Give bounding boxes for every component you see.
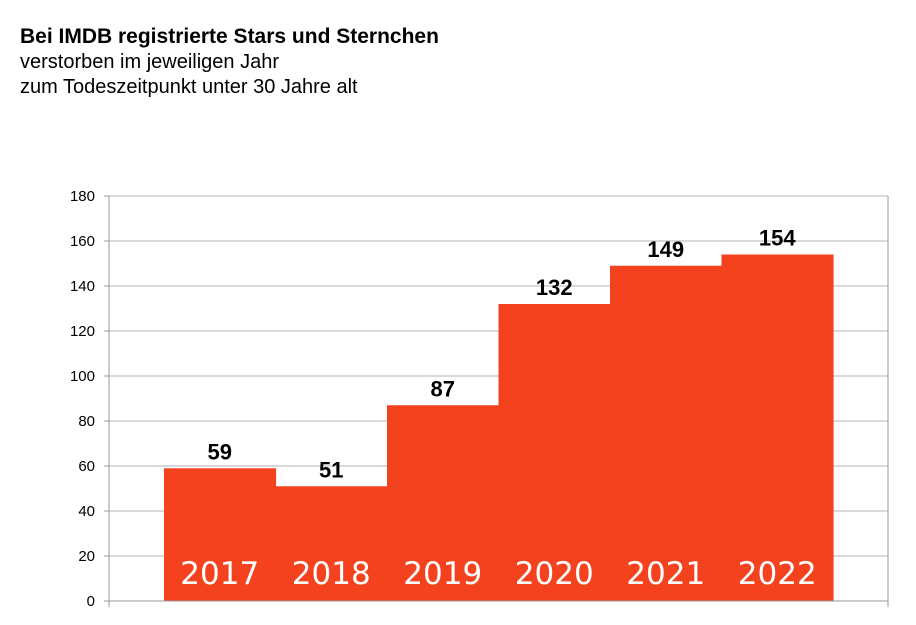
bar-2017	[164, 468, 277, 601]
chart-subtitle-line-2: zum Todeszeitpunkt unter 30 Jahre alt	[20, 76, 358, 98]
data-label-2022: 154	[759, 226, 796, 251]
chart-header: Bei IMDB registrierte Stars und Sternche…	[20, 24, 439, 100]
data-label-2020: 132	[536, 275, 573, 300]
bar-2019	[387, 405, 500, 601]
category-label-2017: 2017	[180, 556, 259, 592]
data-label-2018: 51	[319, 457, 343, 482]
y-tick-label-60: 60	[78, 458, 95, 475]
category-label-2019: 2019	[403, 556, 482, 592]
category-label-2018: 2018	[292, 556, 371, 592]
y-tick-label-140: 140	[70, 278, 95, 295]
y-tick-label-120: 120	[70, 323, 95, 340]
category-label-2020: 2020	[515, 556, 594, 592]
category-label-2022: 2022	[738, 556, 817, 592]
y-tick-label-160: 160	[70, 233, 95, 250]
y-tick-label-0: 0	[87, 593, 95, 610]
bar-2022	[721, 254, 834, 601]
chart-title: Bei IMDB registrierte Stars und Sternche…	[20, 25, 439, 48]
y-tick-label-180: 180	[70, 188, 95, 205]
data-label-2019: 87	[431, 376, 455, 401]
y-tick-label-40: 40	[78, 503, 95, 520]
data-label-2017: 59	[208, 439, 232, 464]
bar-2021	[610, 265, 723, 601]
data-label-2021: 149	[647, 237, 684, 262]
category-label-2021: 2021	[626, 556, 705, 592]
chart-subtitle-line-1: verstorben im jeweiligen Jahr	[20, 51, 280, 73]
y-tick-label-20: 20	[78, 548, 95, 565]
y-tick-label-100: 100	[70, 368, 95, 385]
bar-2020	[498, 304, 611, 601]
bar-2018	[275, 486, 388, 601]
y-tick-label-80: 80	[78, 413, 95, 430]
